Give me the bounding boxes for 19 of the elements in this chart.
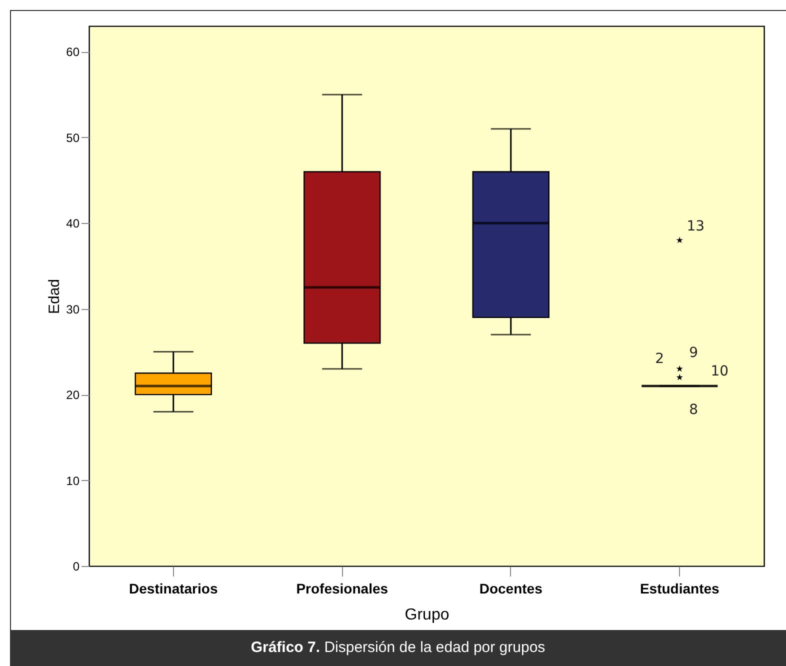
annotation: 10 [710, 363, 729, 380]
x-tick-label: Destinatarios [129, 580, 218, 596]
y-tick-label: 60 [66, 45, 80, 60]
y-tick-label: 0 [72, 560, 80, 574]
x-tick-label: Profesionales [296, 580, 388, 596]
annotation: 8 [689, 402, 698, 418]
y-tick-label: 20 [66, 388, 80, 402]
y-tick-label: 50 [66, 130, 80, 145]
annotation: 2 [655, 350, 664, 367]
annotation: 13 [686, 218, 705, 234]
x-axis-title: Grupo [404, 606, 450, 624]
text: Gráfico 7. Dispersión de la edad por grupos [10, 630, 786, 666]
y-tick-label: 40 [66, 216, 80, 231]
y-axis-title: Edad [46, 278, 64, 314]
y-tick-label: 30 [66, 302, 80, 316]
x-tick-label: Docentes [479, 580, 543, 596]
y-tick-label: 10 [66, 474, 80, 488]
x-tick-label: Estudiantes [640, 580, 720, 596]
annotation: 9 [689, 344, 698, 361]
